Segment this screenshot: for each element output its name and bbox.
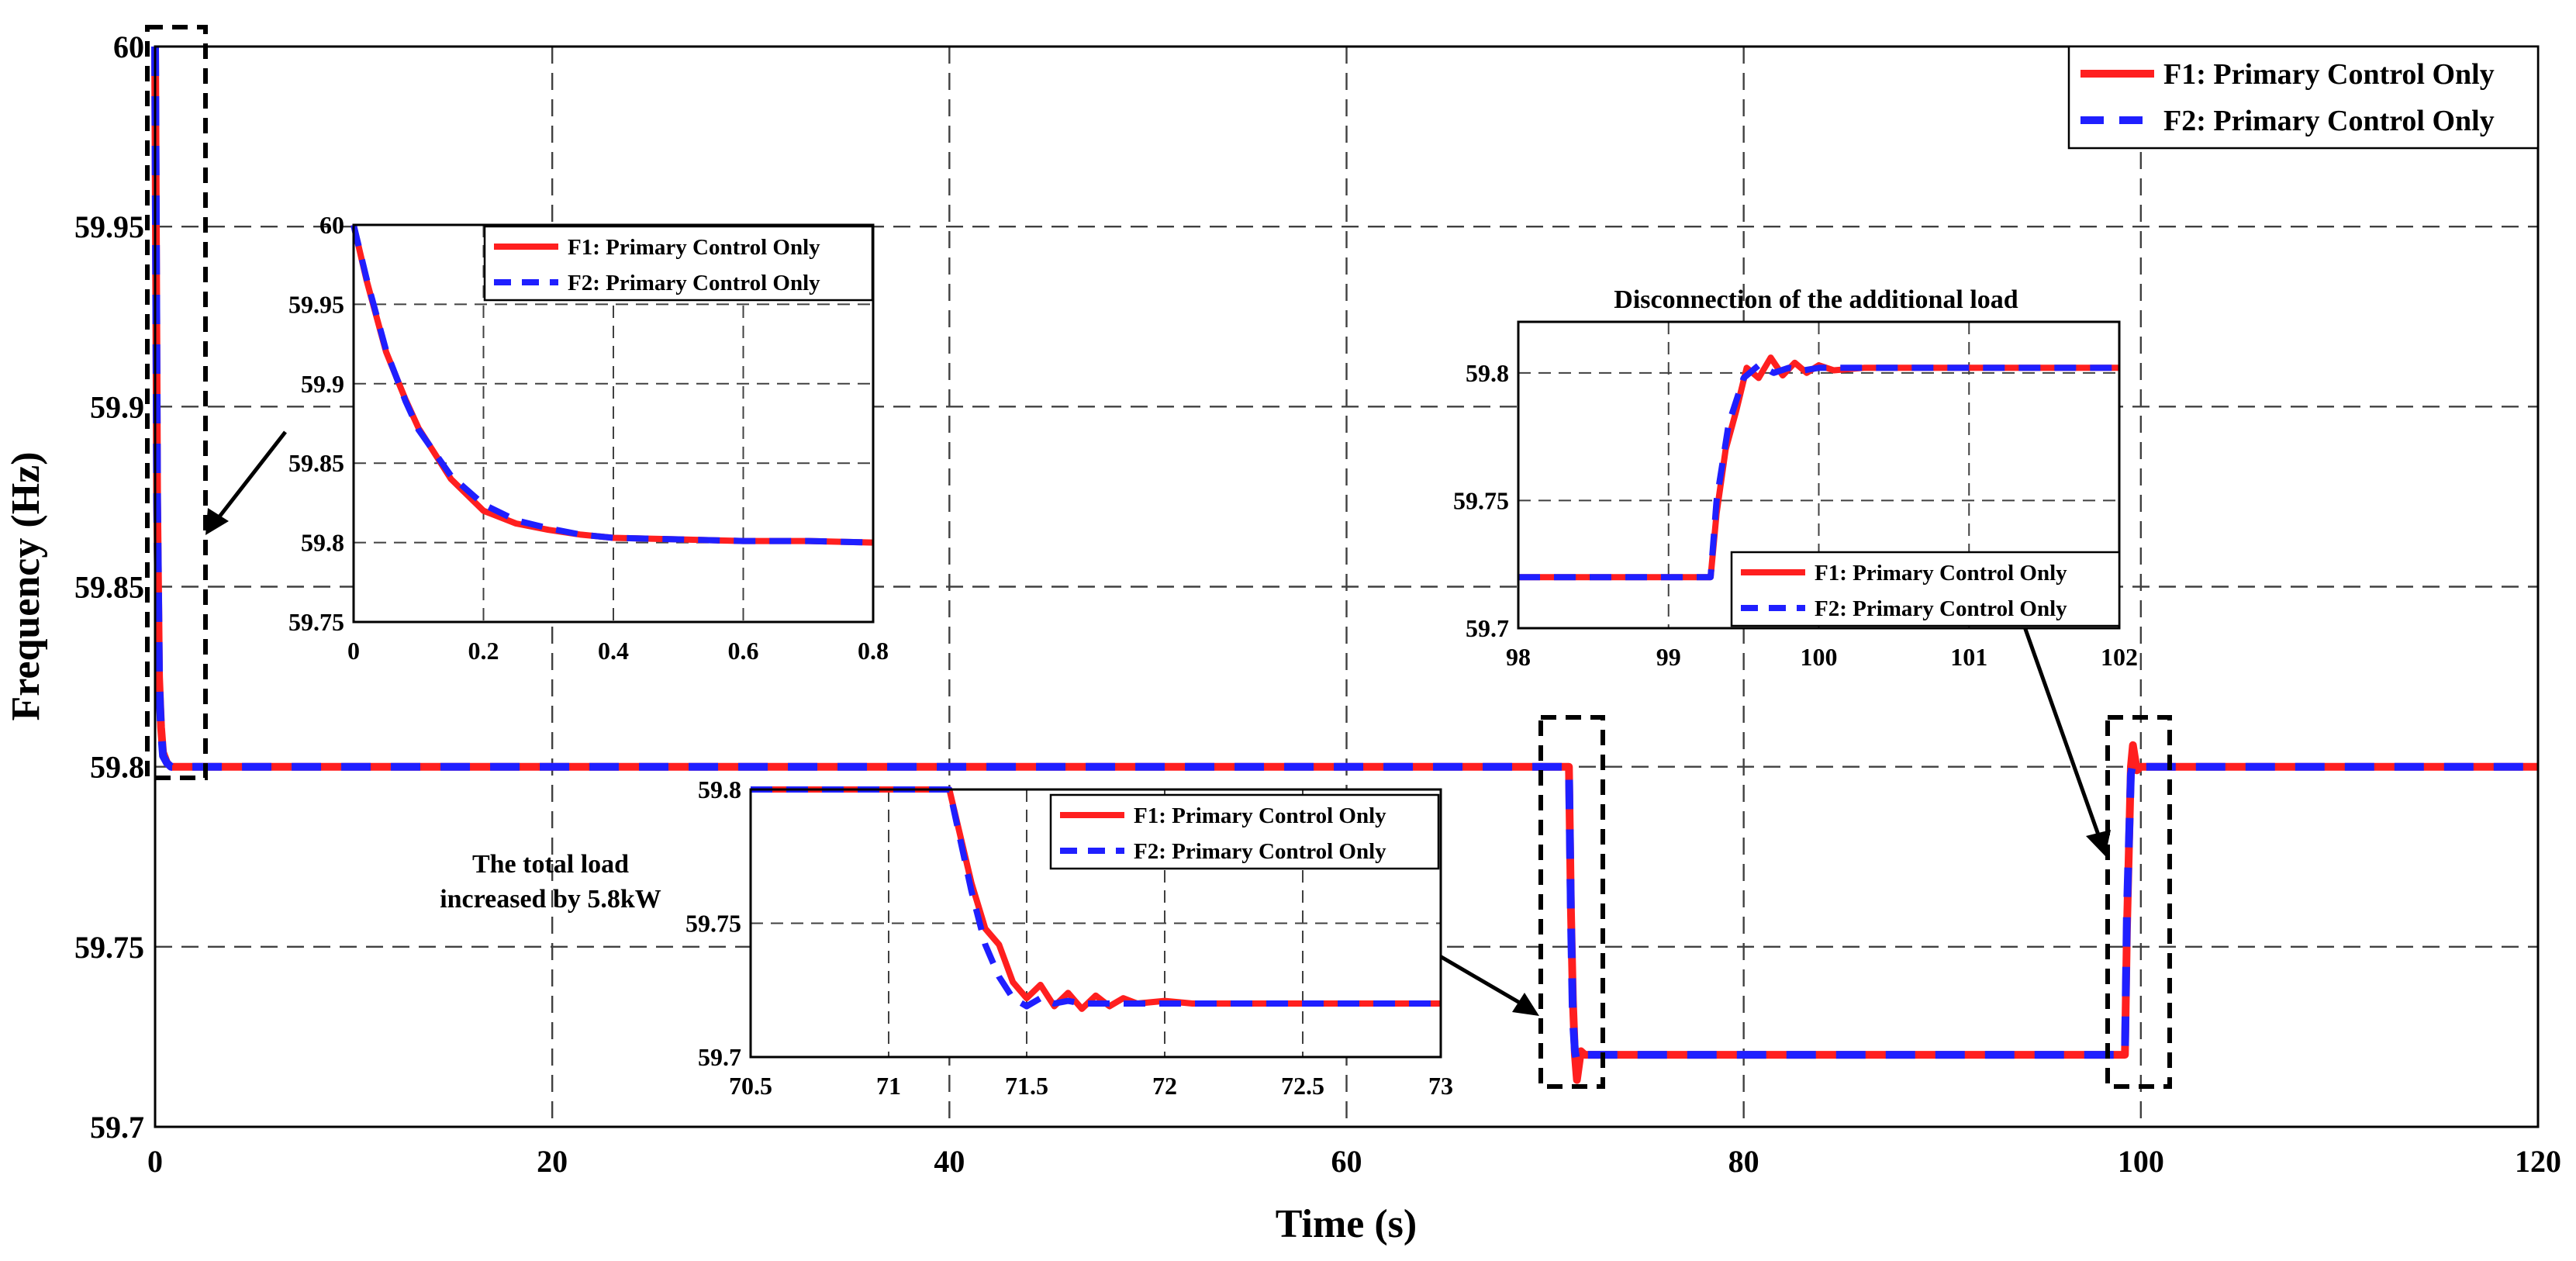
main-xtick-0: 0 xyxy=(147,1144,163,1179)
highlight-box-load-increase xyxy=(1538,715,1605,1089)
inset-start-xtick-4: 0.8 xyxy=(858,637,889,665)
inset-load-increase-xtick-0: 70.5 xyxy=(729,1072,772,1100)
inset-load-disconnect-legend: F1: Primary Control Only F2: Primary Con… xyxy=(1730,551,2121,627)
inset-load-disconnect-legend-f1-label: F1: Primary Control Only xyxy=(1815,561,2067,586)
main-series-f2 xyxy=(151,46,2538,1066)
inset-load-increase-xtick-5: 73 xyxy=(1428,1072,1453,1100)
main-xtick-2: 40 xyxy=(934,1144,965,1179)
inset-load-increase-tick-labels: 70.5 71 71.5 72 72.5 73 59.7 59.75 59.8 xyxy=(685,776,1453,1100)
inset-load-increase-legend: F1: Primary Control Only F2: Primary Con… xyxy=(1049,793,1440,870)
annotation-load-increase-line2: increased by 5.8kW xyxy=(440,885,661,914)
inset-start-tick-labels: 0 0.2 0.4 0.6 0.8 59.75 59.8 59.85 59.9 59.95 60 xyxy=(288,211,889,665)
inset-load-disconnect-ytick-1: 59.75 xyxy=(1453,486,1509,514)
inset-start-xtick-0: 0 xyxy=(347,637,360,665)
inset-start-xtick-1: 0.2 xyxy=(468,637,499,665)
inset-load-increase-xtick-1: 71 xyxy=(876,1072,901,1100)
inset-load-disconnect-legend-f2-label: F2: Primary Control Only xyxy=(1815,596,2067,621)
inset-load-disconnect-xtick-3: 101 xyxy=(1950,643,1987,671)
inset-load-disconnect-legend-box xyxy=(1730,551,2121,627)
inset-load-disconnect-grid xyxy=(1518,322,2119,628)
inset-startup-legend-f2-label: F2: Primary Control Only xyxy=(568,271,820,295)
main-ytick-6: 60 xyxy=(113,29,144,64)
main-ytick-1: 59.75 xyxy=(74,930,144,965)
main-series xyxy=(151,46,2538,1084)
inset-load-increase-legend-f2-label: F2: Primary Control Only xyxy=(1134,839,1386,864)
inset-startup-legend-box xyxy=(483,225,874,302)
main-ytick-0: 59.7 xyxy=(90,1110,144,1145)
x-axis-title: Time (s) xyxy=(1276,1202,1417,1246)
inset-startup-legend: F1: Primary Control Only F2: Primary Con… xyxy=(483,225,874,302)
inset-start-series xyxy=(350,224,874,546)
highlight-box-startup xyxy=(145,25,208,780)
arrow-load-increase xyxy=(1438,954,1539,1016)
main-plot-frame xyxy=(154,45,2540,1128)
y-axis-title: Frequency (Hz) xyxy=(4,451,48,720)
inset-load-increase-ytick-0: 59.7 xyxy=(698,1043,741,1071)
main-ytick-4: 59.9 xyxy=(90,389,144,424)
main-xtick-6: 120 xyxy=(2515,1144,2561,1179)
inset-start-xtick-2: 0.4 xyxy=(598,637,629,665)
inset-load-disconnect-title: Disconnection of the additional load xyxy=(1614,285,2018,314)
inset-load-disconnect-ytick-0: 59.7 xyxy=(1466,614,1509,642)
main-xtick-1: 20 xyxy=(537,1144,568,1179)
arrow-startup xyxy=(205,430,287,535)
inset-load-increase-xtick-4: 72.5 xyxy=(1281,1072,1324,1100)
inset-load-increase-frame xyxy=(749,788,1442,1059)
main-ytick-5: 59.95 xyxy=(74,209,144,244)
main-legend-box xyxy=(2067,45,2540,150)
inset-load-increase-ytick-1: 59.75 xyxy=(685,910,741,938)
inset-load-disconnect-series xyxy=(1518,354,2119,581)
inset-start-ytick-1: 59.8 xyxy=(301,529,344,557)
inset-load-disconnect-xtick-0: 98 xyxy=(1506,643,1531,671)
main-legend: F1: Primary Control Only F2: Primary Con… xyxy=(2067,45,2540,150)
legend-f1-label: F1: Primary Control Only xyxy=(2163,58,2495,91)
inset-load-increase-legend-f1-label: F1: Primary Control Only xyxy=(1134,803,1386,828)
annotation-load-increase-line1: The total load xyxy=(472,850,629,879)
inset-start-frame xyxy=(352,223,875,624)
inset-load-increase-ytick-2: 59.8 xyxy=(698,776,741,803)
inset-load-disconnect-ytick-2: 59.8 xyxy=(1466,359,1509,387)
inset-load-disconnect-frame xyxy=(1517,320,2121,630)
inset-load-disconnect-xtick-1: 99 xyxy=(1656,643,1681,671)
inset-start-ytick-4: 59.95 xyxy=(288,290,344,318)
inset-load-disconnect-series-f2 xyxy=(1518,362,2119,581)
arrow-load-disconnect xyxy=(2020,620,2111,856)
main-xtick-3: 60 xyxy=(1331,1144,1362,1179)
main-xtick-4: 80 xyxy=(1728,1144,1759,1179)
inset-load-disconnect-xtick-4: 102 xyxy=(2101,643,2138,671)
inset-load-increase-series xyxy=(751,786,1441,1012)
main-ytick-2: 59.8 xyxy=(90,750,144,785)
inset-load-increase-series-f2 xyxy=(751,786,1441,1010)
main-tick-labels: 0 20 40 60 80 100 120 59.7 59.75 59.8 59.85 59.9 59.… xyxy=(74,29,2561,1179)
inset-start-ytick-2: 59.85 xyxy=(288,449,344,477)
inset-load-increase-xtick-3: 72 xyxy=(1152,1072,1177,1100)
inset-load-increase-xtick-2: 71.5 xyxy=(1005,1072,1048,1100)
inset-start-ytick-0: 59.75 xyxy=(288,608,344,636)
inset-start-xtick-3: 0.6 xyxy=(728,637,759,665)
legend-f2-label: F2: Primary Control Only xyxy=(2163,105,2495,137)
inset-load-disconnect-series-f1 xyxy=(1518,354,2119,581)
inset-start-ytick-5: 60 xyxy=(319,211,344,239)
inset-load-increase-legend-box xyxy=(1049,793,1440,870)
main-xtick-5: 100 xyxy=(2118,1144,2164,1179)
inset-start-series-f2 xyxy=(350,224,874,546)
highlight-box-load-disconnect xyxy=(2105,715,2172,1089)
inset-load-disconnect-xtick-2: 100 xyxy=(1801,643,1838,671)
inset-startup-legend-f1-label: F1: Primary Control Only xyxy=(568,235,820,260)
inset-load-disconnect-tick-labels: 98 99 100 101 102 59.7 59.75 59.8 xyxy=(1453,359,2138,671)
inset-start-ytick-3: 59.9 xyxy=(301,370,344,398)
main-ytick-3: 59.85 xyxy=(74,570,144,605)
